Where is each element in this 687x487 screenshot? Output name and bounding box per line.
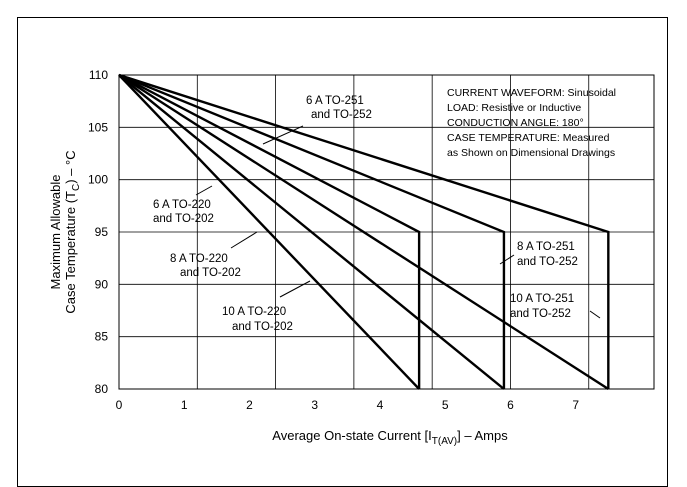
leader-8a-251: [499, 254, 515, 265]
series-line-2: [118, 74, 420, 390]
curve-annotations: 6 A TO-251 and TO-252 6 A TO-220 and TO-…: [153, 95, 601, 333]
y-tick-label: 85: [95, 330, 109, 344]
y-axis-title-line1: Maximum Allowable: [48, 175, 63, 290]
label-10a-251-line1: 10 A TO-251: [510, 293, 574, 305]
label-8a-220-line2: and TO-202: [180, 267, 241, 279]
x-tick-label: 4: [377, 398, 384, 412]
y-tick-label: 110: [89, 68, 108, 82]
series-line-1: [118, 73, 421, 389]
y-tick-label: 100: [88, 173, 108, 187]
x-tick-label: 2: [246, 398, 253, 412]
label-8a-251-line1: 8 A TO-251: [517, 241, 575, 253]
y-tick-label: 80: [95, 382, 109, 396]
x-tick-label: 3: [311, 398, 318, 412]
x-tick-label: 1: [181, 398, 188, 412]
series-line-4: [118, 74, 505, 390]
x-tick-label: 6: [507, 398, 514, 412]
x-tick-labels: 0 1 2 3 4 5 6 7: [116, 398, 580, 412]
series-line-5: [118, 73, 610, 389]
leader-8a-220: [230, 231, 258, 249]
y-tick-labels: 80 85 90 95 100 105 110: [88, 68, 108, 396]
label-6a-251-line2: and TO-252: [311, 109, 372, 121]
leader-6a-251: [262, 125, 304, 145]
x-axis-title: Average On-state Current [IT(AV)] – Amps: [272, 428, 508, 447]
x-tick-label: 7: [572, 398, 579, 412]
x-tick-label: 5: [442, 398, 449, 412]
label-10a-251-line2: and TO-252: [510, 308, 571, 320]
y-tick-label: 105: [88, 120, 108, 134]
conditions-note: CURRENT WAVEFORM: Sinusoidal LOAD: Resis…: [447, 87, 616, 159]
leader-10a-251: [589, 310, 601, 319]
label-10a-220-line1: 10 A TO-220: [222, 306, 286, 318]
condition-1: CURRENT WAVEFORM: Sinusoidal: [447, 87, 616, 99]
x-tick-label: 0: [116, 398, 123, 412]
label-10a-220-line2: and TO-202: [232, 321, 293, 333]
y-axis-title-line2: Case Temperature (TC) – °C: [63, 150, 82, 313]
y-tick-label: 90: [95, 277, 109, 291]
label-6a-251-line1: 6 A TO-251: [306, 95, 364, 107]
label-8a-251-line2: and TO-252: [517, 256, 578, 268]
condition-5: as Shown on Dimensional Drawings: [447, 147, 615, 159]
grid: [119, 75, 654, 389]
y-tick-label: 95: [95, 225, 109, 239]
label-6a-220-line1: 6 A TO-220: [153, 199, 211, 211]
leader-10a-220: [279, 280, 311, 298]
series-lines: [118, 73, 610, 391]
y-axis-title: Maximum Allowable Case Temperature (TC) …: [48, 150, 82, 313]
series-line-3: [118, 73, 506, 389]
condition-4: CASE TEMPERATURE: Measured: [447, 132, 610, 144]
label-6a-220-line2: and TO-202: [153, 213, 214, 225]
condition-2: LOAD: Resistive or Inductive: [447, 102, 581, 114]
condition-3: CONDUCTION ANGLE: 180°: [447, 117, 584, 129]
leader-6a-220: [195, 185, 213, 196]
series-line-6: [118, 73, 609, 391]
label-8a-220-line1: 8 A TO-220: [170, 253, 228, 265]
